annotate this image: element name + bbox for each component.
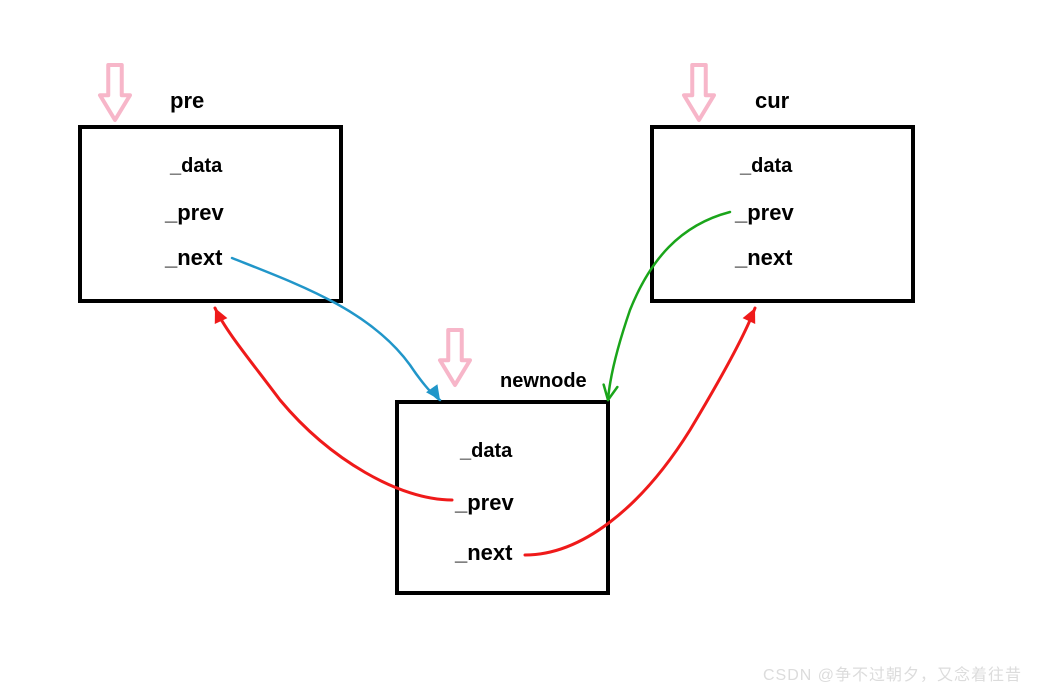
label-pre: pre — [170, 88, 204, 114]
cur-prev-field: _prev — [735, 200, 794, 226]
pink-down-arrow-icon — [684, 65, 714, 120]
label-cur: cur — [755, 88, 789, 114]
pink-down-arrow-icon — [440, 330, 470, 385]
newnode-prev-field: _prev — [455, 490, 514, 516]
pre-next-field: _next — [165, 245, 222, 271]
newnode-data-field: _data — [460, 440, 512, 463]
pre-data-field: _data — [170, 155, 222, 178]
newnode-next-field: _next — [455, 540, 512, 566]
label-newnode: newnode — [500, 370, 587, 393]
pink-down-arrow-icon — [100, 65, 130, 120]
watermark-text: CSDN @争不过朝夕，又念着往昔 — [763, 661, 1022, 685]
cur-next-field: _next — [735, 245, 792, 271]
cur-data-field: _data — [740, 155, 792, 178]
pre-prev-field: _prev — [165, 200, 224, 226]
